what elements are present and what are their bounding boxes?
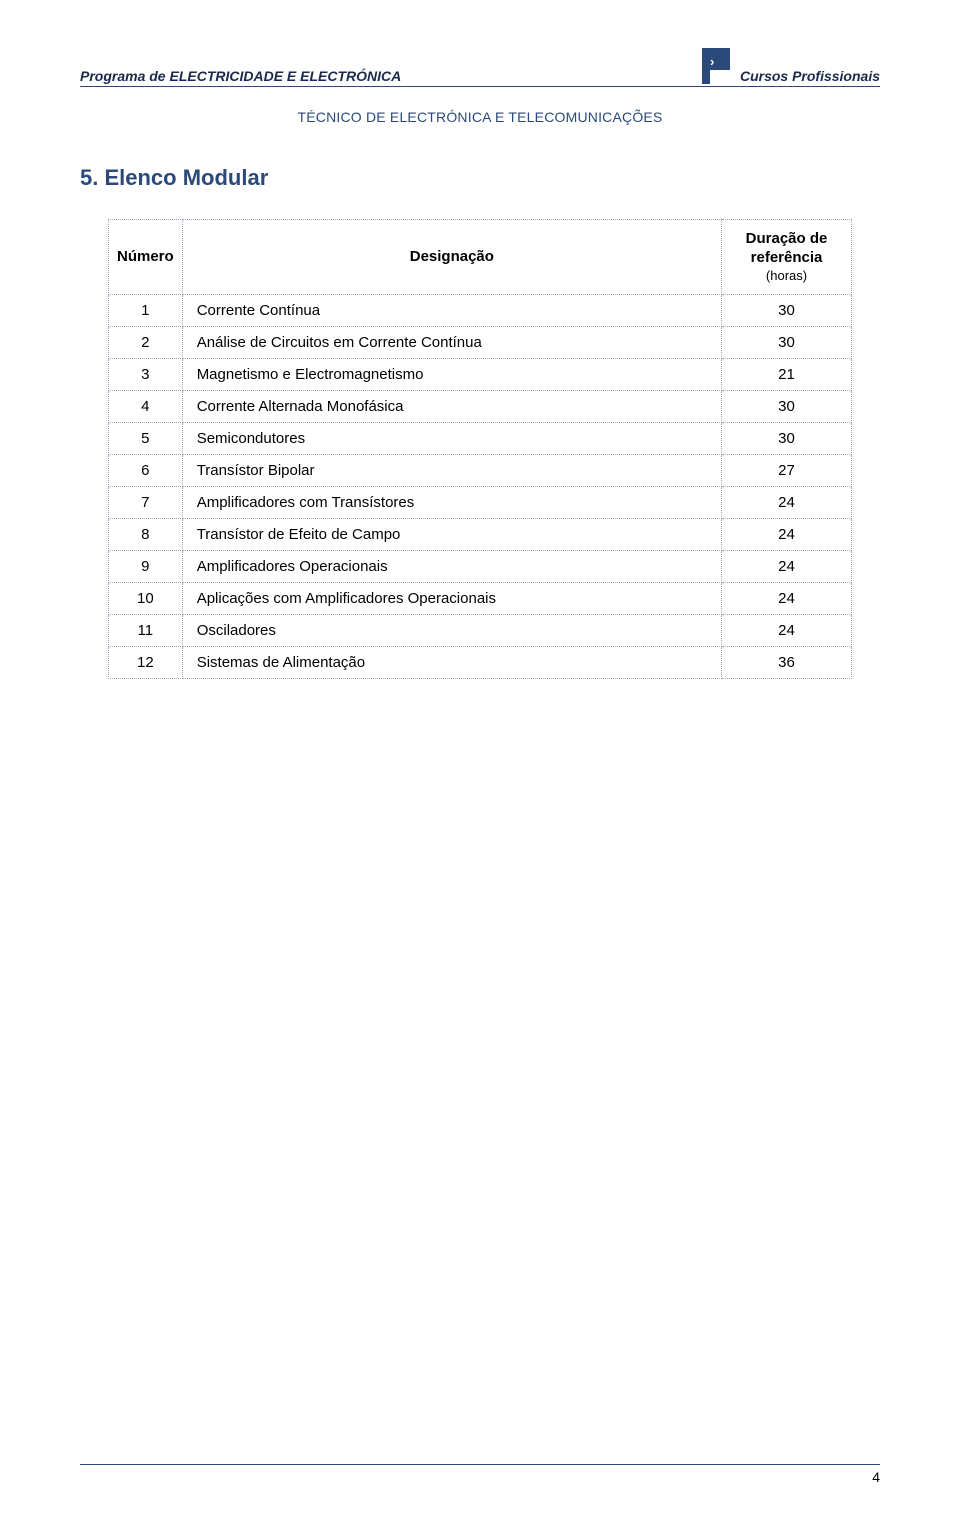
cell-designation: Transístor Bipolar <box>182 454 721 486</box>
table-row: 7Amplificadores com Transístores24 <box>109 486 852 518</box>
cell-duration: 36 <box>722 646 852 678</box>
table-row: 8Transístor de Efeito de Campo24 <box>109 518 852 550</box>
cell-duration: 24 <box>722 550 852 582</box>
header-program-title: Programa de ELECTRICIDADE E ELECTRÓNICA <box>80 68 401 84</box>
subheader-course-name: TÉCNICO DE ELECTRÓNICA E TELECOMUNICAÇÕE… <box>80 109 880 125</box>
logo-icon: › <box>702 48 730 84</box>
cell-number: 12 <box>109 646 183 678</box>
cell-designation: Osciladores <box>182 614 721 646</box>
cell-designation: Amplificadores com Transístores <box>182 486 721 518</box>
cell-designation: Aplicações com Amplificadores Operaciona… <box>182 582 721 614</box>
header-right-group: › Cursos Profissionais <box>702 48 880 84</box>
cell-designation: Amplificadores Operacionais <box>182 550 721 582</box>
cell-designation: Corrente Alternada Monofásica <box>182 390 721 422</box>
section-title: 5. Elenco Modular <box>80 165 880 191</box>
cell-number: 5 <box>109 422 183 454</box>
dur-line3: (horas) <box>730 268 843 284</box>
cell-designation: Semicondutores <box>182 422 721 454</box>
cell-number: 9 <box>109 550 183 582</box>
table-header-row: Número Designação Duração de referência … <box>109 220 852 295</box>
dur-line2: referência <box>730 249 843 268</box>
modules-table: Número Designação Duração de referência … <box>108 219 852 679</box>
page-number: 4 <box>80 1464 880 1485</box>
cell-number: 7 <box>109 486 183 518</box>
dur-line1: Duração de <box>730 230 843 249</box>
cell-duration: 24 <box>722 582 852 614</box>
cell-designation: Análise de Circuitos em Corrente Contínu… <box>182 326 721 358</box>
table-row: 2Análise de Circuitos em Corrente Contín… <box>109 326 852 358</box>
col-header-designation: Designação <box>182 220 721 295</box>
cell-duration: 30 <box>722 422 852 454</box>
cell-duration: 24 <box>722 486 852 518</box>
table-row: 12Sistemas de Alimentação36 <box>109 646 852 678</box>
table-row: 4Corrente Alternada Monofásica30 <box>109 390 852 422</box>
cell-designation: Corrente Contínua <box>182 294 721 326</box>
page-header: Programa de ELECTRICIDADE E ELECTRÓNICA … <box>80 48 880 87</box>
cell-number: 6 <box>109 454 183 486</box>
table-row: 9Amplificadores Operacionais24 <box>109 550 852 582</box>
header-courses-label: Cursos Profissionais <box>740 68 880 84</box>
cell-duration: 27 <box>722 454 852 486</box>
cell-designation: Transístor de Efeito de Campo <box>182 518 721 550</box>
cell-duration: 30 <box>722 326 852 358</box>
cell-designation: Magnetismo e Electromagnetismo <box>182 358 721 390</box>
table-row: 10Aplicações com Amplificadores Operacio… <box>109 582 852 614</box>
cell-number: 2 <box>109 326 183 358</box>
cell-number: 8 <box>109 518 183 550</box>
cell-duration: 24 <box>722 614 852 646</box>
table-row: 3Magnetismo e Electromagnetismo21 <box>109 358 852 390</box>
cell-number: 4 <box>109 390 183 422</box>
cell-duration: 30 <box>722 294 852 326</box>
cell-duration: 30 <box>722 390 852 422</box>
table-row: 11Osciladores24 <box>109 614 852 646</box>
table-row: 1Corrente Contínua30 <box>109 294 852 326</box>
table-row: 6Transístor Bipolar27 <box>109 454 852 486</box>
col-header-duration: Duração de referência (horas) <box>722 220 852 295</box>
cell-number: 11 <box>109 614 183 646</box>
cell-number: 3 <box>109 358 183 390</box>
col-header-number: Número <box>109 220 183 295</box>
cell-number: 10 <box>109 582 183 614</box>
cell-duration: 21 <box>722 358 852 390</box>
cell-number: 1 <box>109 294 183 326</box>
table-row: 5Semicondutores30 <box>109 422 852 454</box>
cell-duration: 24 <box>722 518 852 550</box>
cell-designation: Sistemas de Alimentação <box>182 646 721 678</box>
